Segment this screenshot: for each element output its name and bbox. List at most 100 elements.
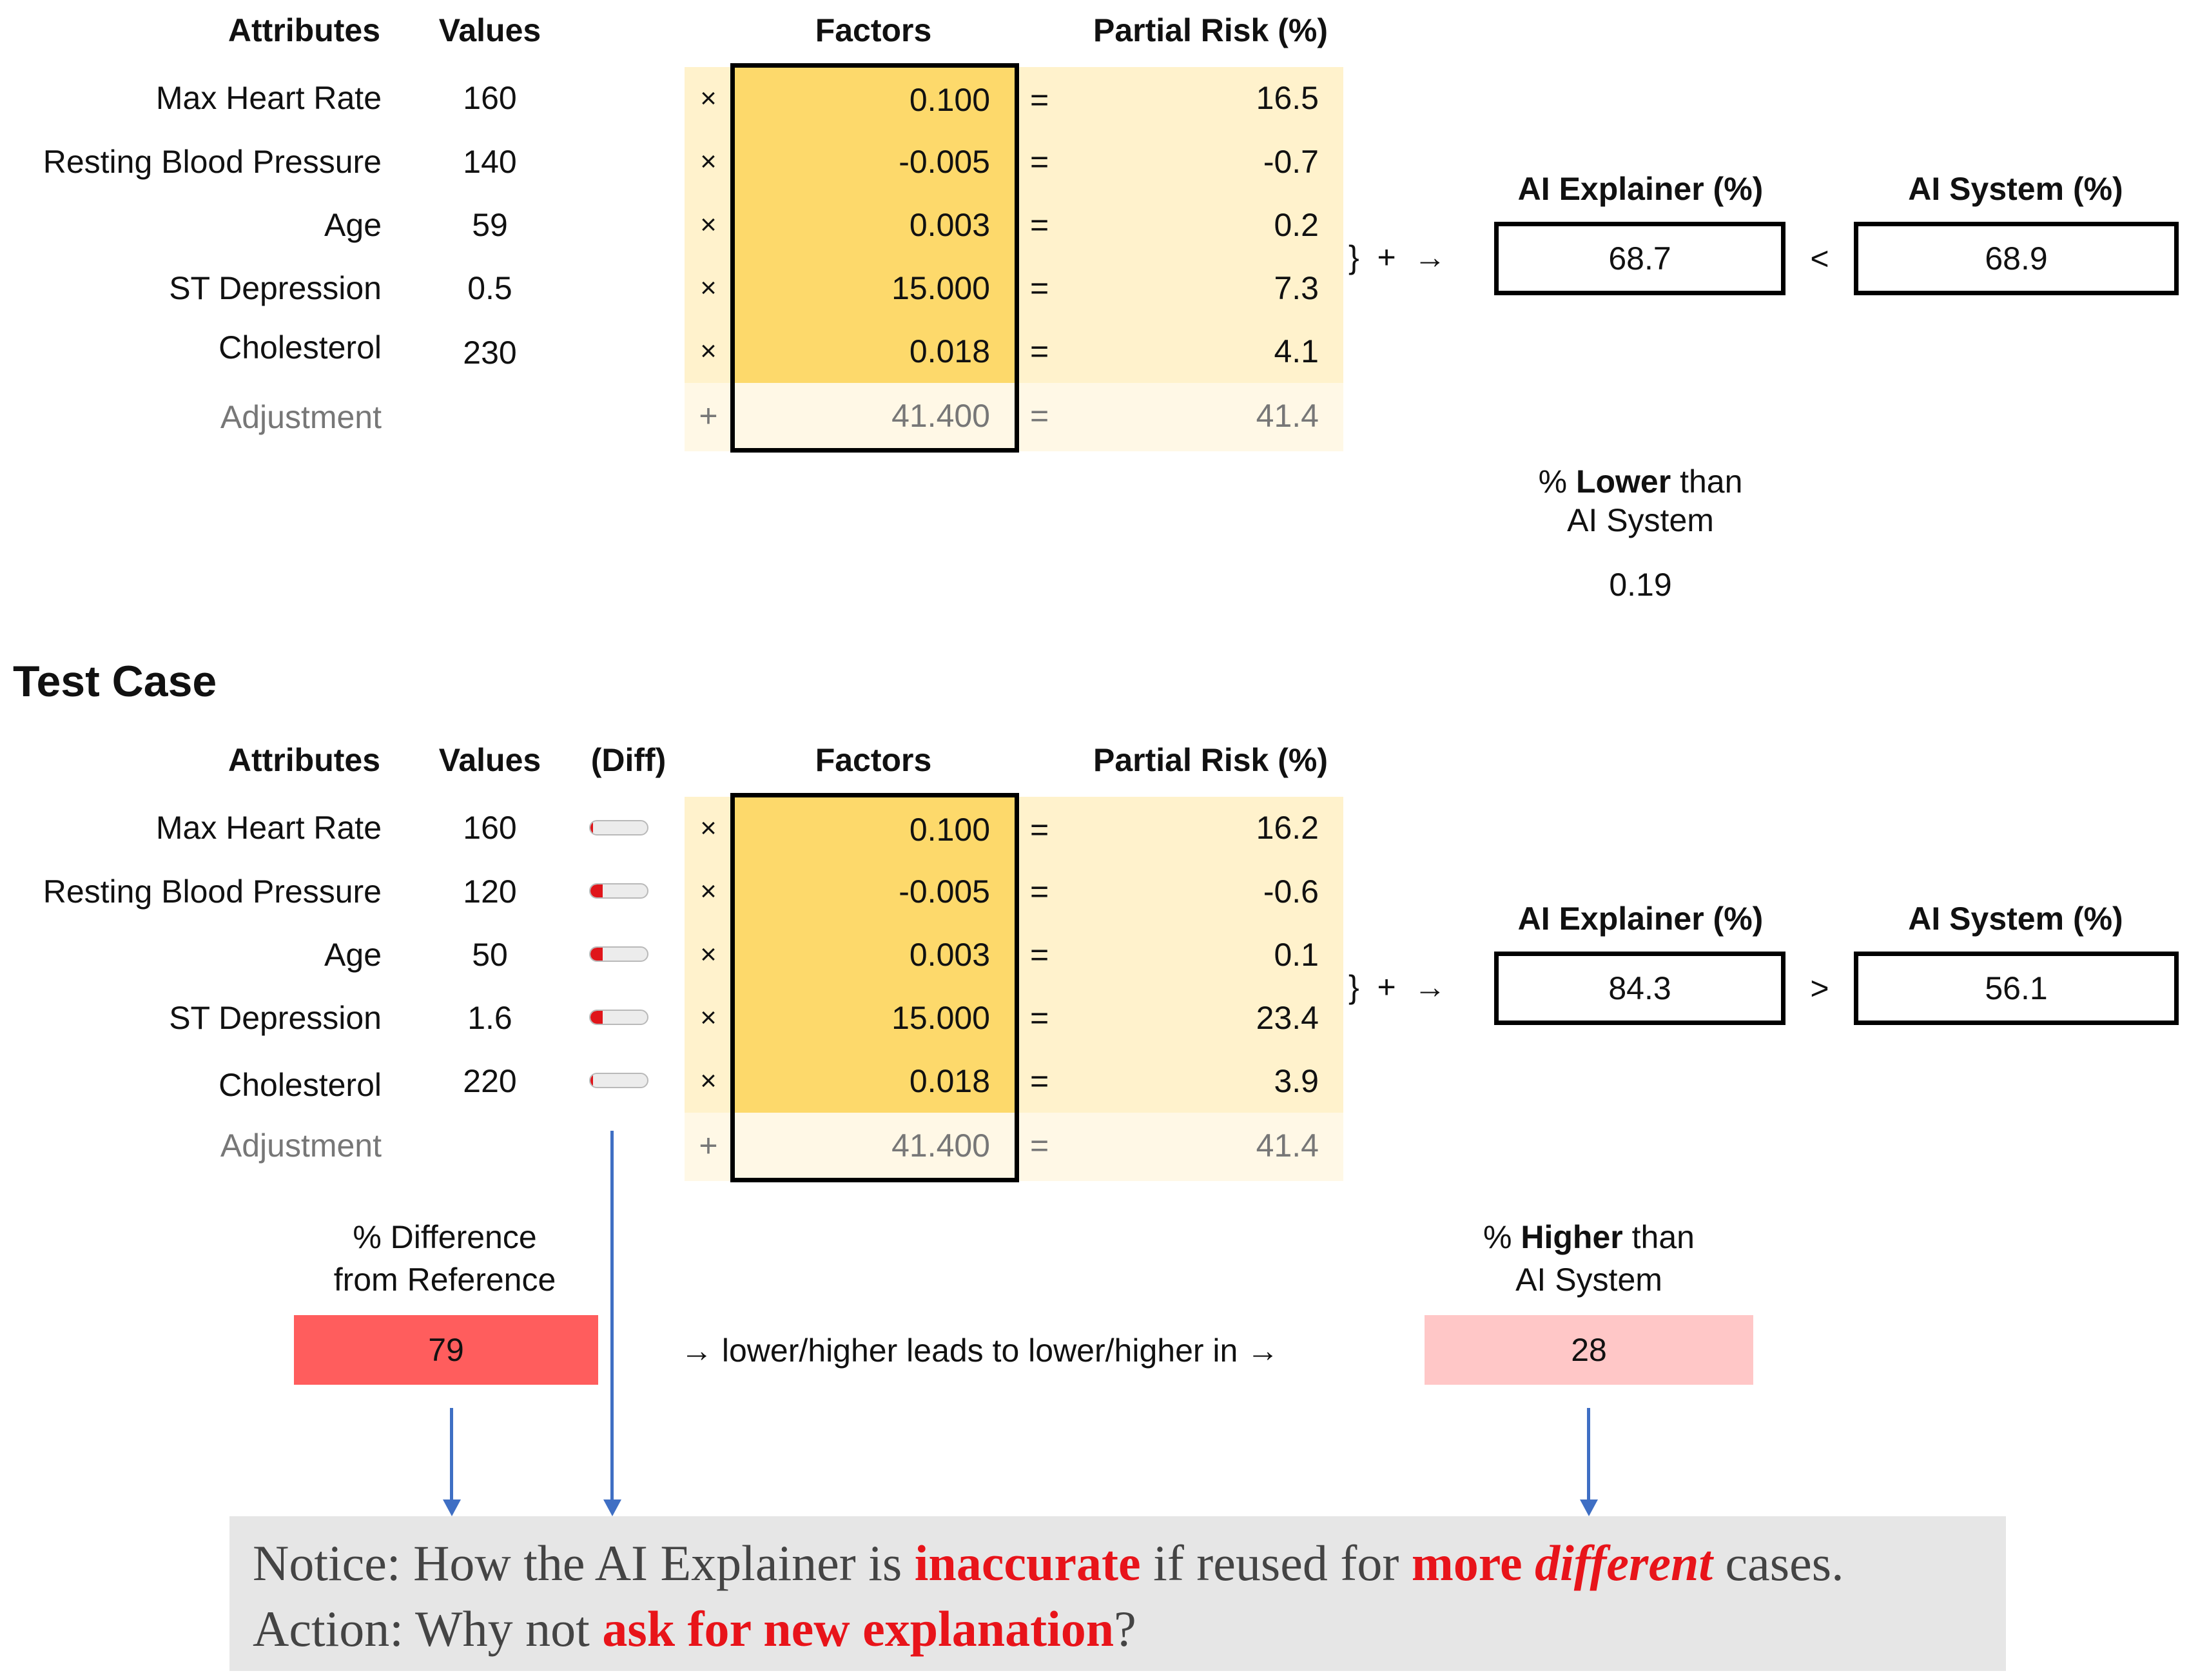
multiply-sign: × (700, 875, 717, 907)
test-case-title: Test Case (13, 657, 217, 706)
partial-risk-value: 0.2 (1274, 207, 1319, 243)
relation-text: → lower/higher leads to lower/higher in … (681, 1333, 1279, 1369)
partial-risk-value: 7.3 (1274, 270, 1319, 306)
equals-sign: = (1030, 270, 1049, 306)
attribute-label: Cholesterol (219, 1067, 382, 1103)
diff-slider (589, 946, 648, 962)
partial-risk-value: 4.1 (1274, 333, 1319, 369)
op-column-bg (685, 67, 732, 383)
equals-sign: = (1030, 1063, 1049, 1099)
action-emphasis: ask for new explanation (602, 1601, 1114, 1657)
partial-risk-header: Partial Risk (%) (1093, 12, 1328, 48)
higher-value-box: 28 (1425, 1315, 1753, 1385)
multiply-sign: × (700, 939, 717, 970)
partial-risk-value: -0.7 (1263, 144, 1319, 180)
ai-system-output: 56.1 (1854, 952, 2179, 1025)
equals-sign: = (1030, 144, 1049, 180)
notice-text: Notice: How the AI Explainer is (253, 1535, 915, 1591)
diff-slider (589, 820, 648, 835)
sum-arrow: } + → (1348, 239, 1446, 275)
lower-than-label: % Lower than (1444, 463, 1837, 500)
attributes-header: Attributes (228, 742, 380, 778)
higher-than-label-line2: AI System (1515, 1262, 1662, 1298)
multiply-sign: × (700, 1002, 717, 1033)
partial-bg (1016, 797, 1343, 1113)
adjustment-bg (685, 1113, 1343, 1181)
partial-risk-value: -0.6 (1263, 874, 1319, 910)
diff-slider-fill (590, 948, 603, 961)
equals-sign: = (1030, 874, 1049, 910)
higher-prefix: % (1483, 1219, 1521, 1255)
plus-sign: + (699, 1128, 718, 1164)
factor-value: 0.018 (909, 333, 990, 369)
partial-risk-value: 0.1 (1274, 937, 1319, 973)
diff-slider-fill (590, 821, 593, 834)
ai-explainer-label: AI Explainer (%) (1517, 901, 1764, 937)
diff-header: (Diff) (590, 742, 666, 778)
notice-line: Notice: How the AI Explainer is inaccura… (253, 1530, 1983, 1596)
notice-text: if reused for (1140, 1535, 1412, 1591)
adjustment-factor: 41.400 (891, 398, 990, 434)
partial-risk-value: 23.4 (1256, 1000, 1319, 1036)
equals-sign: = (1030, 82, 1049, 118)
factor-value: 0.003 (909, 937, 990, 973)
diff-slider (589, 1010, 648, 1025)
adjustment-partial: 41.4 (1256, 1128, 1319, 1164)
attribute-value: 1.6 (467, 1000, 512, 1036)
diff-value-box: 79 (294, 1315, 598, 1385)
ai-explainer-label: AI Explainer (%) (1517, 171, 1764, 207)
diff-slider (589, 1073, 648, 1088)
arrow-line-higher-value (1587, 1408, 1590, 1499)
factor-value: 15.000 (891, 270, 990, 306)
plus-sign: + (699, 398, 718, 434)
lower-than-label-line2: AI System (1567, 502, 1714, 538)
equals-sign: = (1030, 812, 1049, 848)
partial-risk-value: 3.9 (1274, 1063, 1319, 1099)
values-header: Values (438, 742, 541, 778)
diff-label-line2: from Reference (333, 1262, 556, 1298)
factors-bg (732, 67, 1016, 383)
higher-than-label: % Higher than (1379, 1218, 1798, 1256)
multiply-sign: × (700, 1065, 717, 1097)
action-text: ? (1114, 1601, 1136, 1657)
equals-sign: = (1030, 937, 1049, 973)
higher-bold: Higher (1521, 1219, 1623, 1255)
attribute-label: Max Heart Rate (155, 810, 382, 846)
ai-system-label: AI System (%) (1908, 171, 2123, 207)
factor-value: 0.100 (909, 812, 990, 848)
equals-sign: = (1030, 1000, 1049, 1036)
lower-prefix: % (1538, 464, 1576, 500)
notice-emphasis: more (1411, 1535, 1535, 1591)
adjustment-label: Adjustment (220, 399, 382, 435)
diff-slider-fill (590, 1011, 603, 1024)
partial-risk-header: Partial Risk (%) (1093, 742, 1328, 778)
action-text: Action: Why not (253, 1601, 603, 1657)
attribute-label: Resting Blood Pressure (43, 874, 382, 910)
ai-explainer-output: 84.3 (1494, 952, 1785, 1025)
sum-arrow: } + → (1348, 969, 1446, 1005)
adjustment-label: Adjustment (220, 1128, 382, 1164)
attribute-label: ST Depression (169, 270, 382, 306)
multiply-sign: × (700, 272, 717, 304)
multiply-sign: × (700, 146, 717, 177)
higher-suffix: than (1622, 1219, 1695, 1255)
arrow-head-diff-value (443, 1499, 461, 1516)
lower-suffix: than (1671, 464, 1743, 500)
attribute-label: Cholesterol (219, 329, 382, 366)
multiply-sign: × (700, 812, 717, 844)
partial-risk-value: 16.2 (1256, 810, 1319, 846)
notice-emphasis: inaccurate (914, 1535, 1141, 1591)
diff-slider (589, 883, 648, 899)
arrow-line-diff-sliders (610, 1131, 614, 1499)
adjustment-bg (685, 383, 1343, 451)
attribute-value: 0.5 (467, 270, 512, 306)
arrow-head-diff-sliders (603, 1499, 621, 1516)
equals-sign: = (1030, 398, 1049, 434)
attribute-label: Age (324, 937, 382, 973)
factor-value: -0.005 (899, 144, 990, 180)
multiply-sign: × (700, 209, 717, 240)
attribute-value: 220 (463, 1063, 517, 1099)
attribute-label: Resting Blood Pressure (43, 144, 382, 180)
action-line: Action: Why not ask for new explanation? (253, 1596, 1983, 1662)
factors-header: Factors (815, 742, 932, 778)
